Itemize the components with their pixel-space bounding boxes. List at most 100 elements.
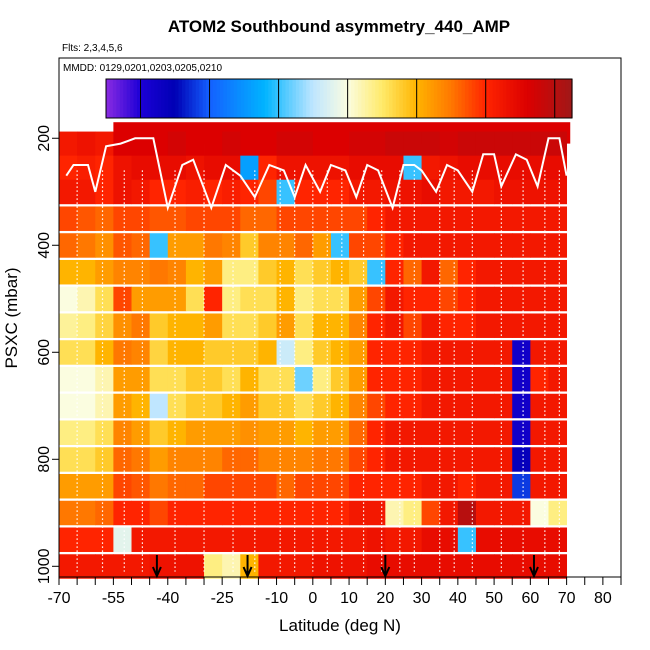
heatmap-cell bbox=[330, 313, 350, 338]
colorbar-swatch bbox=[109, 79, 114, 118]
heatmap-cell bbox=[294, 527, 314, 552]
heatmap-cell bbox=[385, 393, 404, 419]
heatmap-cell bbox=[59, 206, 78, 231]
colorbar-swatch bbox=[330, 79, 335, 118]
heatmap-cell bbox=[439, 313, 459, 338]
heatmap-cell bbox=[294, 420, 314, 445]
heatmap-cell bbox=[548, 527, 568, 552]
heatmap-cell bbox=[204, 393, 223, 419]
heatmap-cell bbox=[367, 233, 386, 258]
heatmap-cell bbox=[530, 527, 549, 552]
chart-title: ATOM2 Southbound asymmetry_440_AMP bbox=[168, 17, 510, 36]
heatmap-cell bbox=[403, 286, 422, 312]
heatmap-cell bbox=[240, 313, 259, 338]
heatmap-cell bbox=[149, 393, 169, 419]
heatmap-cell bbox=[367, 206, 386, 231]
x-tick-label: 50 bbox=[485, 590, 503, 607]
heatmap-cell bbox=[530, 131, 549, 157]
colorbar-swatch bbox=[254, 79, 259, 118]
heatmap-cell bbox=[548, 340, 568, 365]
heatmap-cell bbox=[167, 155, 187, 181]
heatmap-cell bbox=[494, 259, 513, 285]
heatmap-cell bbox=[222, 259, 241, 285]
colorbar-swatch bbox=[199, 79, 204, 118]
heatmap-cell bbox=[457, 131, 477, 157]
heatmap-cell bbox=[548, 313, 568, 338]
heatmap-cell bbox=[131, 340, 151, 365]
heatmap-cell bbox=[258, 366, 277, 392]
colorbar-swatch bbox=[547, 79, 552, 118]
heatmap-cell bbox=[276, 366, 296, 392]
heatmap-cell bbox=[548, 500, 568, 526]
heatmap-cell bbox=[330, 179, 350, 205]
heatmap-cell bbox=[240, 474, 259, 499]
heatmap-cell bbox=[548, 474, 568, 499]
colorbar-swatch bbox=[175, 79, 180, 118]
heatmap-cell bbox=[77, 340, 96, 365]
colorbar-swatch bbox=[540, 79, 545, 118]
heatmap-cell bbox=[494, 527, 513, 552]
heatmap-cell bbox=[312, 259, 332, 285]
heatmap-cell bbox=[330, 366, 350, 392]
heatmap-cell bbox=[185, 179, 205, 205]
heatmap-cell bbox=[494, 131, 513, 157]
heatmap-cell bbox=[385, 420, 404, 445]
heatmap-cell bbox=[475, 420, 495, 445]
heatmap-cell bbox=[95, 313, 114, 338]
colorbar-swatch bbox=[261, 79, 266, 118]
heatmap-cell bbox=[385, 527, 404, 552]
heatmap-cell bbox=[312, 500, 332, 526]
heatmap-cell bbox=[457, 447, 477, 472]
heatmap-cell bbox=[385, 500, 404, 526]
heatmap-cell bbox=[167, 447, 187, 472]
colorbar-swatch bbox=[471, 79, 476, 118]
heatmap-cell bbox=[167, 340, 187, 365]
heatmap-cell bbox=[349, 131, 368, 157]
heatmap-cell bbox=[312, 131, 332, 157]
heatmap-cell bbox=[95, 393, 114, 419]
heatmap-cell bbox=[185, 131, 205, 157]
heatmap-cell bbox=[367, 393, 386, 419]
colorbar-swatch bbox=[389, 79, 394, 118]
colorbar-swatch bbox=[264, 79, 269, 118]
heatmap-cell bbox=[240, 233, 259, 258]
heatmap-cell bbox=[349, 155, 368, 181]
heatmap-cell bbox=[131, 259, 151, 285]
heatmap-cell bbox=[204, 500, 223, 526]
heatmap-cell bbox=[494, 554, 513, 579]
heatmap-cell bbox=[421, 527, 441, 552]
heatmap-cell bbox=[95, 366, 114, 392]
y-axis: 200 400 600 800 1000 bbox=[36, 125, 59, 584]
colorbar-swatch bbox=[395, 79, 401, 118]
heatmap-cell bbox=[294, 340, 314, 365]
heatmap-cell bbox=[457, 500, 477, 526]
heatmap-cell bbox=[457, 286, 477, 312]
colorbar-swatch bbox=[482, 79, 487, 118]
colorbar-swatch bbox=[306, 79, 311, 118]
heatmap-cell bbox=[421, 393, 441, 419]
colorbar-swatch bbox=[209, 79, 214, 118]
heatmap-cell bbox=[421, 500, 441, 526]
colorbar-swatch bbox=[323, 79, 328, 118]
heatmap-cell bbox=[167, 527, 187, 552]
x-tick-label: 80 bbox=[594, 590, 612, 607]
heatmap-cell bbox=[457, 393, 477, 419]
heatmap-cell bbox=[530, 447, 549, 472]
colorbar-swatch bbox=[250, 79, 256, 118]
heatmap-cell bbox=[131, 554, 151, 579]
heatmap-cell bbox=[276, 474, 296, 499]
heatmap-cell bbox=[294, 131, 314, 157]
heatmap-cell bbox=[59, 155, 78, 181]
heatmap-cell bbox=[367, 500, 386, 526]
heatmap-cell bbox=[167, 313, 187, 338]
heatmap-cell bbox=[149, 313, 169, 338]
colorbar-swatch bbox=[299, 79, 304, 118]
colorbar-swatch bbox=[288, 79, 293, 118]
colorbar-swatch bbox=[133, 79, 138, 118]
heatmap-cell bbox=[530, 420, 549, 445]
heatmap-cell bbox=[95, 500, 114, 526]
colorbar-swatch bbox=[302, 79, 307, 118]
arrow-head bbox=[529, 566, 539, 579]
heatmap-cell bbox=[494, 500, 513, 526]
heatmap-cell bbox=[113, 179, 132, 205]
